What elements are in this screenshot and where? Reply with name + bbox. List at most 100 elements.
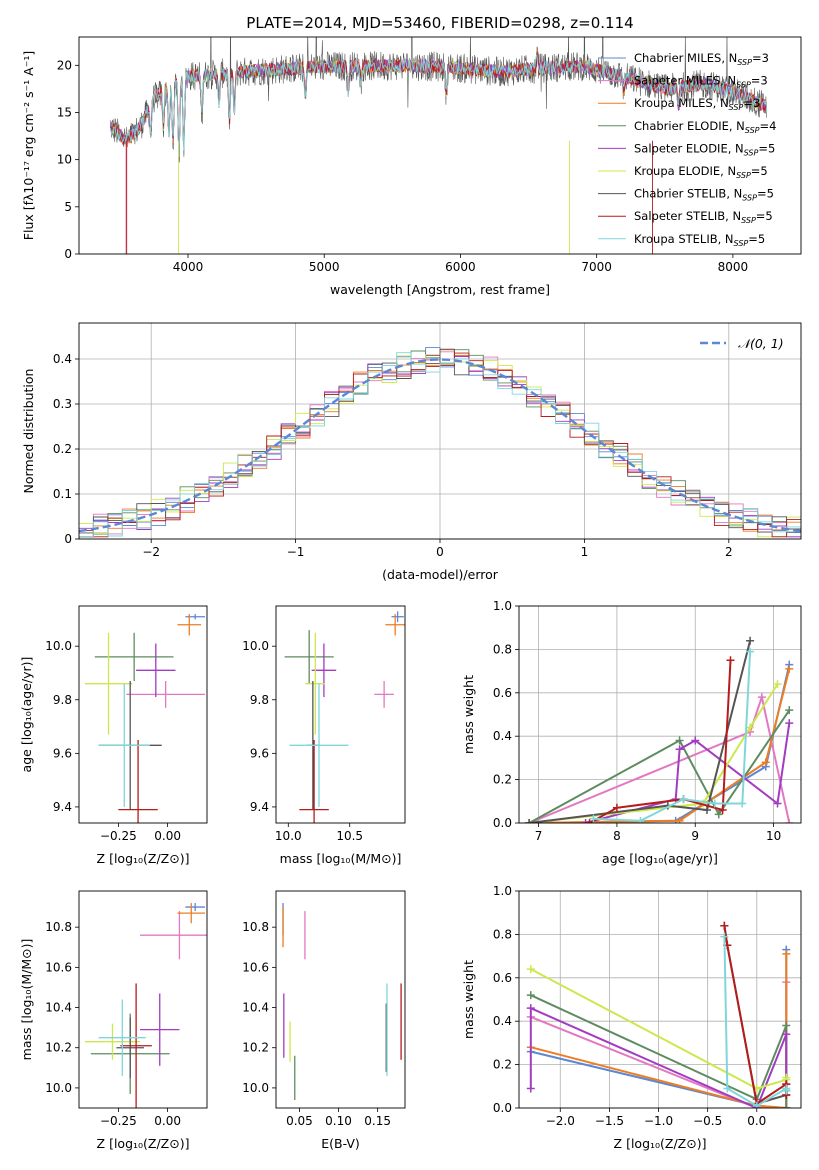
legend-label-salpeter-stelib: Salpeter STELIB, NSSP=5: [634, 209, 773, 225]
tick-label-y: 10.4: [242, 1001, 269, 1015]
plot-area: [84, 614, 206, 823]
tick-label-x: −1.0: [644, 1114, 673, 1128]
weight-marker-salpeter-elodie: [675, 745, 684, 754]
tick-label-y: 0.2: [493, 1058, 512, 1072]
plot-area: [282, 903, 402, 1100]
tick-label-x: 2: [725, 545, 733, 559]
weight-marker-kroupa-stelib: [723, 1084, 732, 1093]
histogram-chabrier-stelib: [79, 348, 801, 534]
tick-label-x: 8: [613, 829, 621, 843]
axes-frame: [78, 36, 802, 255]
weight-marker-salpeter-miles: [757, 693, 766, 702]
tick-label-y: 0.2: [53, 442, 72, 456]
weight-marker-kroupa-elodie: [526, 965, 535, 974]
tick-label-y: 10.4: [45, 1001, 72, 1015]
x-axis-label: Z [log₁₀(Z/Z⊙)]: [614, 1136, 707, 1151]
tick-label-y: 0.6: [493, 686, 512, 700]
weight-marker-chabrier-stelib: [746, 636, 755, 645]
tick-label-y: 9.6: [53, 746, 72, 760]
tick-label-y: 0.3: [53, 397, 72, 411]
weight-marker-chabrier-elodie: [782, 1021, 791, 1030]
weight-marker-salpeter-stelib: [585, 819, 594, 823]
x-axis-label: age [log₁₀(age/yr)]: [602, 851, 718, 866]
x-axis-label: Z [log₁₀(Z/Z⊙)]: [97, 1136, 190, 1151]
tick-label-x: 0.00: [154, 829, 181, 843]
weight-marker-salpeter-elodie: [691, 736, 700, 745]
tick-label-x: 5000: [309, 260, 340, 274]
weight-marker-salpeter-elodie: [526, 1084, 535, 1093]
weight-marker-chabrier-elodie: [782, 1104, 791, 1108]
weight-marker-kroupa-stelib: [782, 1086, 791, 1095]
y-axis-label: mass [log₁₀(M/M⊙)]: [19, 939, 34, 1061]
legend-label-chabrier-miles: Chabrier MILES, NSSP=3: [634, 51, 769, 67]
x-axis-label: E(B-V): [321, 1136, 360, 1151]
weight-line-salpeter-miles: [528, 693, 791, 823]
tick-label-y: 0.1: [53, 487, 72, 501]
weight-marker-salpeter-elodie: [773, 799, 782, 808]
weight-line-chabrier-elodie: [528, 709, 791, 823]
axes-frame: [518, 605, 802, 824]
weight-marker-salpeter-stelib: [612, 803, 621, 812]
weight-marker-kroupa-stelib: [720, 932, 729, 941]
plot-area: [79, 347, 801, 538]
tick-label-y: 10.0: [242, 1081, 269, 1095]
weight-marker-chabrier-elodie: [714, 810, 723, 819]
tick-label-x: 10.5: [336, 829, 363, 843]
chart-title: PLATE=2014, MJD=53460, FIBERID=0298, z=0…: [246, 14, 633, 32]
tick-label-y: 10.0: [45, 1081, 72, 1095]
weight-marker-kroupa-stelib: [679, 795, 688, 804]
legend: Chabrier MILES, NSSP=3 Salpeter MILES, NS…: [598, 51, 776, 248]
axes-frame: [275, 890, 406, 1109]
plot-area: [109, 37, 768, 254]
mass-vs-ebv-axes: 0.05 0.10 0.15 10.0 10.2 10.4 10.6 10.8 E(B-V): [242, 890, 406, 1151]
tick-label-y: 1.0: [493, 884, 512, 898]
tick-label-x: 10.0: [275, 829, 302, 843]
tick-label-x: −1: [287, 545, 305, 559]
tick-label-x: 0.00: [154, 1114, 181, 1128]
y-axis-label: mass weight: [461, 675, 476, 754]
tick-label-y: 10.6: [45, 960, 72, 974]
y-axis-label: mass weight: [461, 960, 476, 1039]
weight-marker-salpeter-stelib: [720, 921, 729, 930]
tick-label-y: 20: [57, 58, 72, 72]
plot-area: [525, 636, 794, 823]
tick-label-y: 0.8: [493, 642, 512, 656]
y-axis-label: Normed distribution: [21, 369, 36, 494]
tick-label-x: 6000: [445, 260, 476, 274]
weight-marker-salpeter-elodie: [785, 719, 794, 728]
legend-label-chabrier-elodie: Chabrier ELODIE, NSSP=4: [634, 119, 776, 135]
legend-label-kroupa-stelib: Kroupa STELIB, NSSP=5: [634, 232, 765, 248]
axes-frame: [275, 605, 406, 824]
mass-vs-z-axes: −0.25 0.00 10.0 10.2 10.4 10.6 10.8 Z [log₁₀(Z/…: [19, 890, 208, 1151]
tick-label-y: 0.0: [493, 1101, 512, 1115]
weight-marker-salpeter-miles: [785, 819, 794, 823]
tick-label-x: 7000: [581, 260, 612, 274]
weight-marker-kroupa-elodie: [773, 680, 782, 689]
plot-area: [284, 611, 405, 823]
weight-line-chabrier-miles: [529, 664, 791, 823]
tick-label-y: 0: [64, 532, 72, 546]
weight-line-kroupa-elodie: [529, 683, 779, 823]
weight-marker-kroupa-stelib: [636, 816, 645, 823]
tick-label-y: 0.4: [53, 352, 72, 366]
legend-label-kroupa-elodie: Kroupa ELODIE, NSSP=5: [634, 164, 768, 180]
tick-label-x: 8000: [718, 260, 749, 274]
tick-label-y: 10.2: [242, 1041, 269, 1055]
tick-label-y: 0.4: [493, 1014, 512, 1028]
tick-label-x: −2.0: [546, 1114, 575, 1128]
axes-frame: [518, 890, 802, 1109]
tick-label-x: 0.15: [364, 1114, 391, 1128]
x-axis-label: wavelength [Angstrom, rest frame]: [330, 282, 550, 297]
tick-label-x: 0.10: [325, 1114, 352, 1128]
tick-label-y: 9.8: [53, 693, 72, 707]
tick-label-y: 0.4: [493, 729, 512, 743]
weight-vs-z-axes: −2.0 −1.5 −1.0 −0.5 0.0 0.0 0.2 0.4 0.6 0.8 1.0 Z […: [461, 884, 802, 1151]
weight-marker-chabrier-elodie: [785, 706, 794, 715]
tick-label-y: 0.0: [493, 816, 512, 830]
tick-label-y: 15: [57, 105, 72, 119]
weight-marker-chabrier-elodie: [675, 736, 684, 745]
tick-label-y: 9.8: [250, 693, 269, 707]
tick-label-x: −0.25: [100, 829, 137, 843]
legend-label-salpeter-miles: Salpeter MILES, NSSP=3: [634, 74, 768, 90]
